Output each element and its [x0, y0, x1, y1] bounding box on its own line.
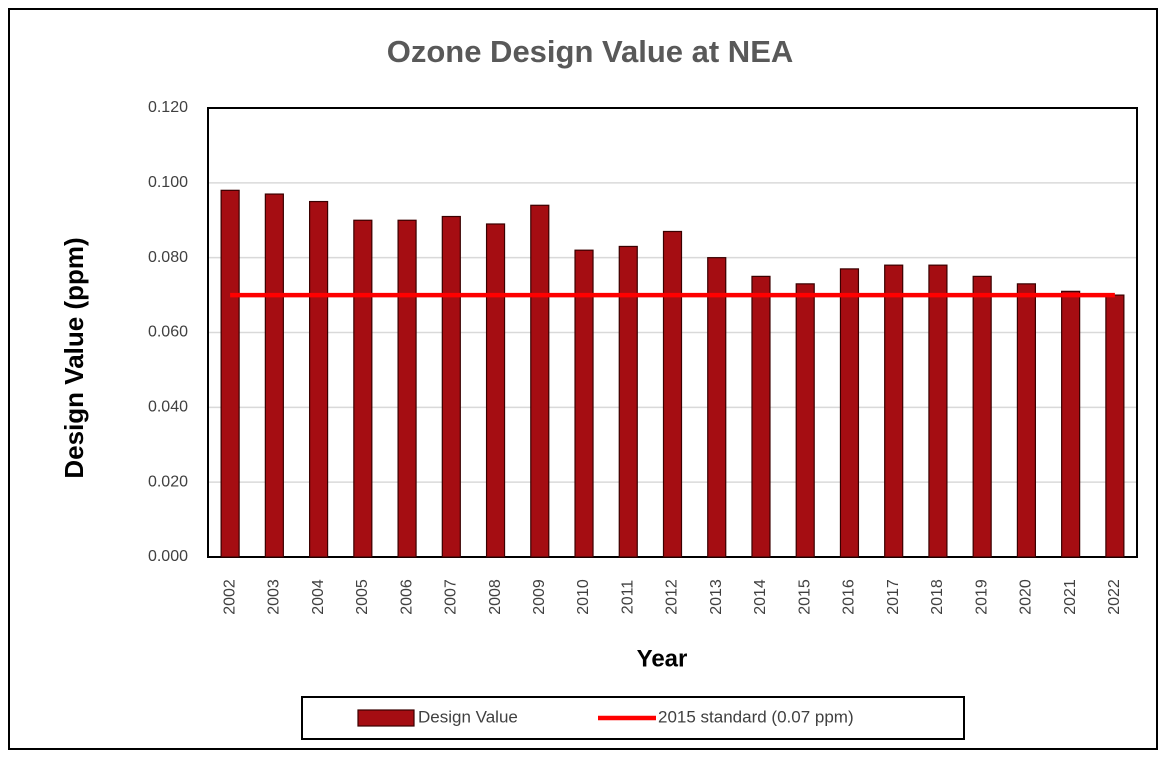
- bar: [397, 219, 417, 558]
- x-tick-label: 2019: [973, 579, 990, 615]
- bar: [751, 275, 771, 558]
- x-tick-label: 2003: [266, 579, 283, 615]
- x-tick-label: 2004: [310, 579, 327, 615]
- bar: [441, 215, 461, 558]
- x-tick-label: 2005: [354, 579, 371, 615]
- bar: [1016, 283, 1037, 558]
- x-tick-label: 2009: [531, 579, 548, 615]
- bar: [574, 249, 594, 558]
- y-tick-label: 0.060: [148, 324, 188, 341]
- x-tick-label: 2017: [885, 579, 902, 615]
- legend-label: 2015 standard (0.07 ppm): [658, 707, 854, 726]
- bar: [662, 230, 683, 558]
- x-tick-label: 2008: [487, 579, 504, 615]
- x-tick-label: 2015: [796, 579, 813, 615]
- bar: [485, 223, 506, 558]
- y-tick-label: 0.000: [148, 548, 188, 565]
- bar: [884, 264, 904, 558]
- x-tick-label: 2013: [708, 579, 725, 615]
- x-tick-label: 2018: [929, 579, 946, 615]
- x-tick-label: 2020: [1018, 579, 1035, 615]
- x-tick-label: 2022: [1106, 579, 1123, 615]
- bar: [618, 245, 638, 558]
- bar: [795, 283, 815, 558]
- x-tick-label: 2014: [752, 579, 769, 615]
- x-tick-label: 2010: [575, 579, 592, 615]
- bar: [308, 200, 329, 558]
- bar: [353, 219, 373, 558]
- bar: [839, 268, 860, 558]
- bar: [264, 193, 284, 558]
- y-tick-label: 0.120: [148, 99, 188, 116]
- y-tick-label: 0.080: [148, 249, 188, 266]
- bar: [928, 264, 948, 558]
- x-tick-label: 2007: [443, 579, 460, 615]
- x-tick-label: 2011: [619, 580, 636, 615]
- y-tick-label: 0.100: [148, 174, 188, 191]
- legend-swatch: [357, 709, 415, 727]
- legend-label: Design Value: [418, 707, 518, 726]
- x-axis-label: Year: [637, 645, 688, 672]
- x-tick-label: 2002: [221, 579, 238, 615]
- x-tick-label: 2006: [398, 579, 415, 615]
- x-tick-label: 2012: [664, 579, 681, 615]
- x-tick-label: 2016: [841, 579, 858, 615]
- bar: [707, 257, 727, 558]
- x-tick-label: 2021: [1062, 579, 1079, 615]
- y-axis-label: Design Value (ppm): [59, 237, 89, 478]
- bar: [220, 189, 240, 558]
- y-tick-label: 0.040: [148, 399, 188, 416]
- chart-title: Ozone Design Value at NEA: [387, 34, 794, 69]
- bar: [530, 204, 550, 558]
- bar: [1061, 290, 1081, 558]
- y-tick-label: 0.020: [148, 473, 188, 490]
- bar: [1105, 294, 1125, 558]
- bar: [972, 275, 992, 558]
